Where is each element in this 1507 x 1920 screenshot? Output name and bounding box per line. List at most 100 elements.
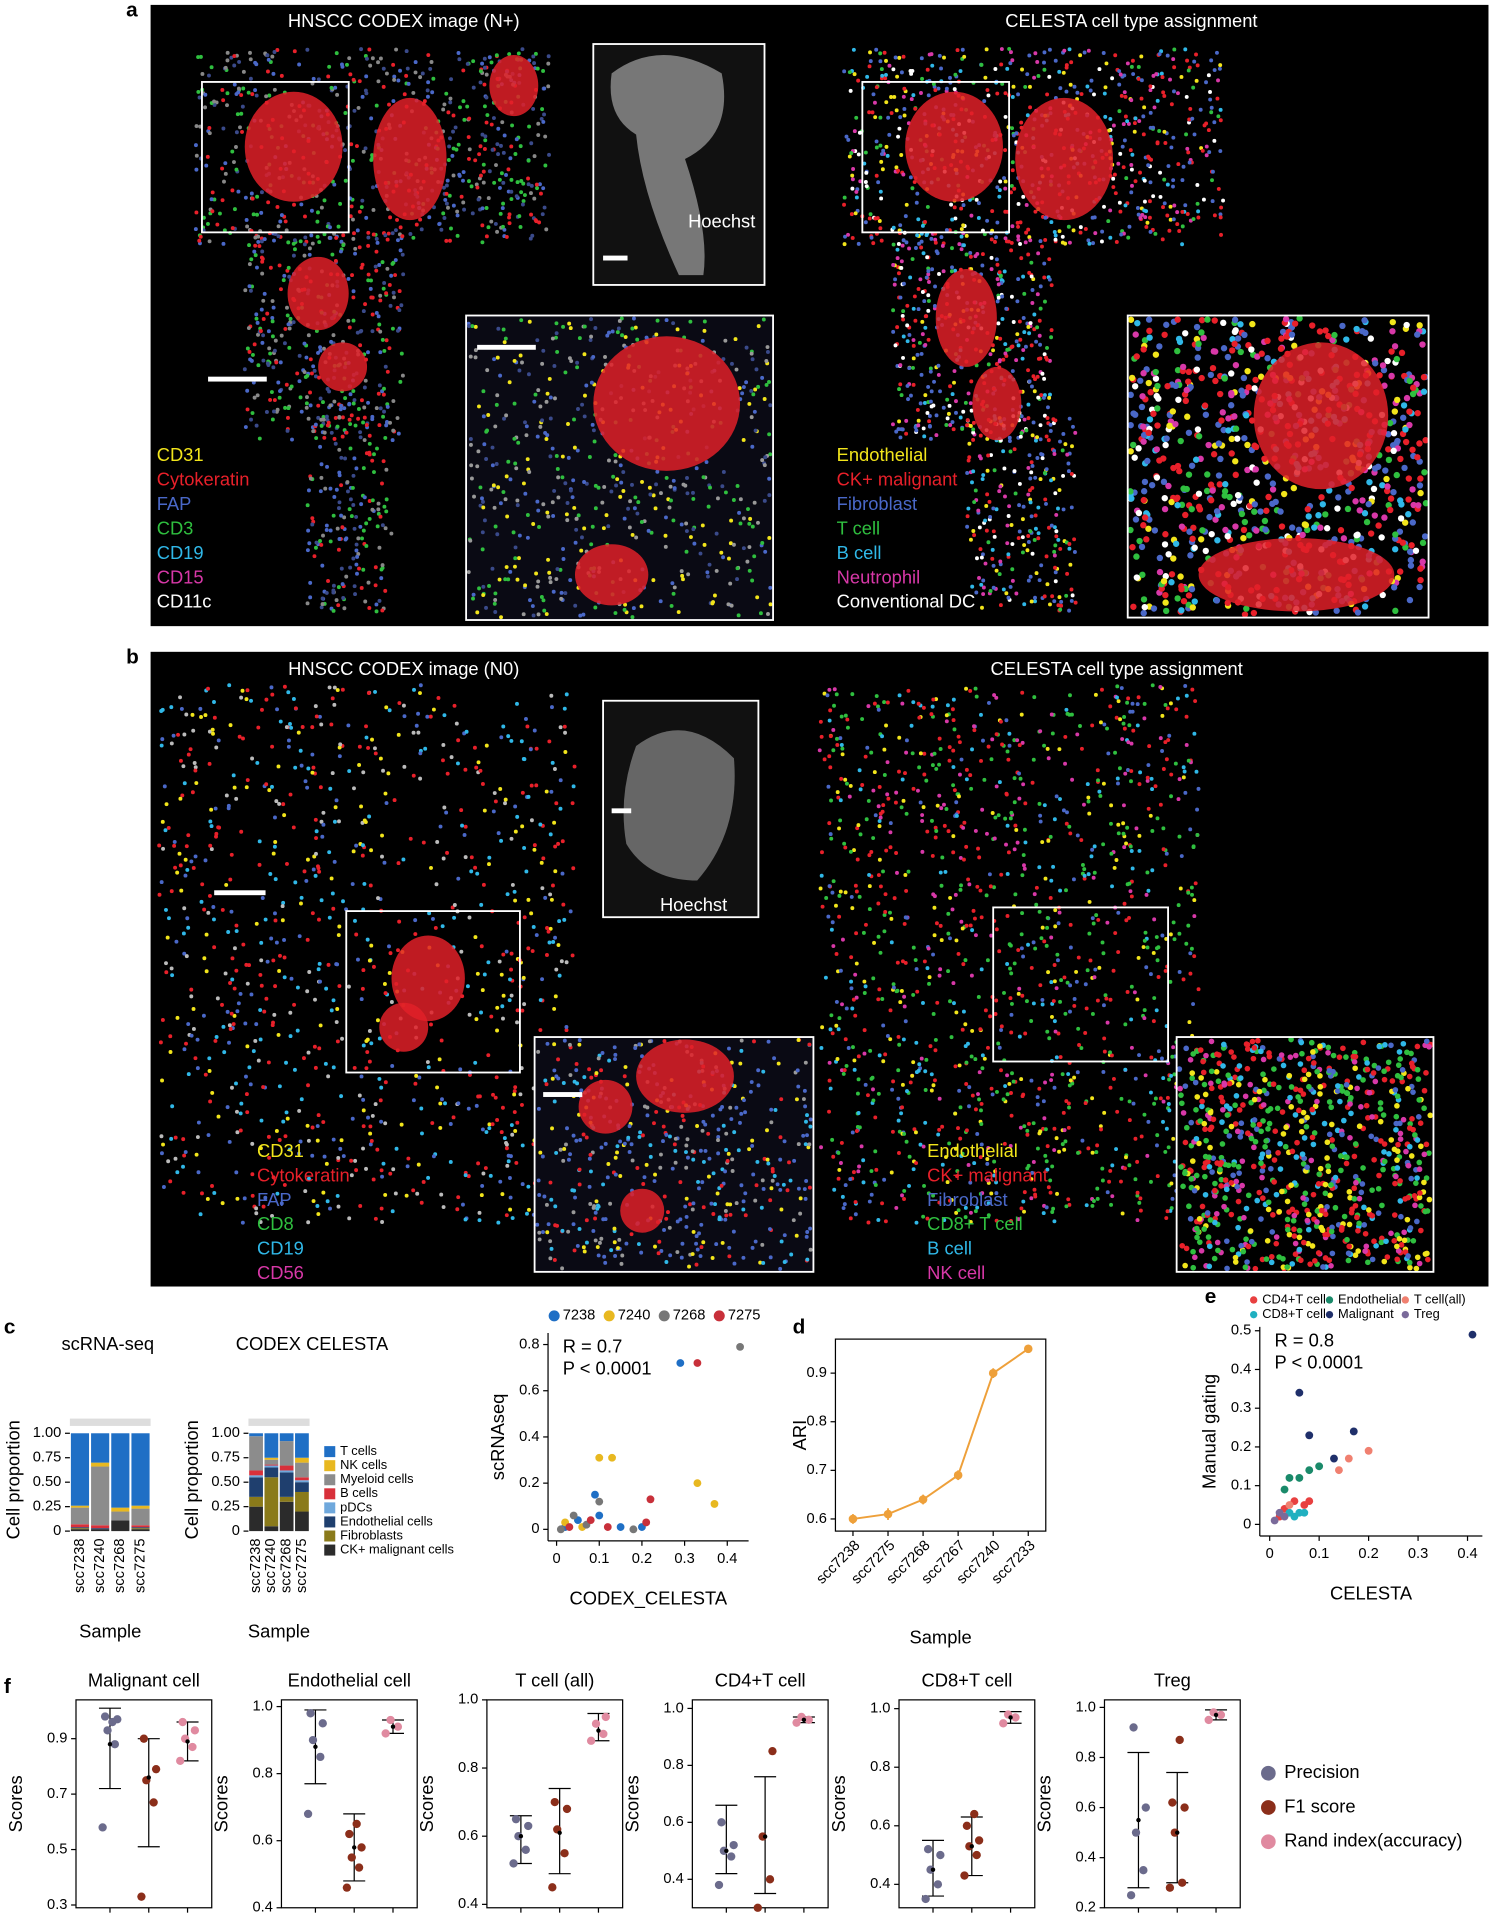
- tissue-dot: [445, 851, 449, 855]
- tissue-dot: [1248, 346, 1254, 352]
- tissue-dot: [897, 56, 901, 60]
- tissue-dot: [335, 51, 339, 55]
- tissue-dot: [493, 591, 497, 595]
- tissue-dot: [897, 387, 901, 391]
- tissue-dot: [400, 352, 404, 356]
- tissue-dot: [1177, 229, 1181, 233]
- tissue-dot: [342, 606, 346, 610]
- tissue-dot: [206, 1197, 210, 1201]
- tissue-dot: [979, 583, 983, 587]
- tissue-dot: [582, 526, 586, 530]
- tissue-dot: [276, 408, 280, 412]
- tissue-dot: [375, 250, 379, 254]
- tissue-dot: [754, 429, 758, 433]
- tissue-dot: [930, 52, 934, 56]
- tissue-dot: [288, 327, 292, 331]
- tissue-dot: [286, 1117, 290, 1121]
- tissue-dot: [500, 973, 504, 977]
- tissue-dot: [1123, 138, 1127, 142]
- tissue-dot: [1074, 601, 1078, 605]
- tissue-dot: [1133, 331, 1139, 337]
- tissue-dot: [630, 483, 634, 487]
- tissue-dot: [325, 415, 329, 419]
- tissue-dot: [1208, 90, 1212, 94]
- tissue-dot: [255, 195, 259, 199]
- tissue-dot: [907, 246, 911, 250]
- tissue-dot: [510, 837, 514, 841]
- tissue-dot: [185, 844, 189, 848]
- tissue-dot: [1421, 374, 1427, 380]
- tissue-dot: [1384, 483, 1390, 489]
- tissue-dot: [1010, 224, 1014, 228]
- tissue-dot: [676, 327, 680, 331]
- tissue-dot: [245, 785, 249, 789]
- tissue-dot: [929, 400, 933, 404]
- tissue-dot: [1105, 61, 1109, 65]
- tissue-dot: [1045, 92, 1049, 96]
- tissue-dot: [670, 581, 674, 585]
- tissue-dot: [1069, 83, 1073, 87]
- tissue-dot: [546, 558, 550, 562]
- tissue-dot: [253, 61, 257, 65]
- tissue-dot: [736, 566, 740, 570]
- tissue-dot: [1169, 571, 1175, 577]
- tissue-dot: [980, 63, 984, 67]
- tissue-dot: [747, 545, 751, 549]
- tissue-dot: [333, 860, 337, 864]
- tissue-dot: [1035, 325, 1039, 329]
- tissue-dot: [1410, 385, 1416, 391]
- tissue-dot: [245, 1110, 249, 1114]
- tissue-dot: [1070, 599, 1074, 603]
- tissue-dot: [1118, 152, 1122, 156]
- tissue-dot: [843, 196, 847, 200]
- tissue-dot: [520, 1009, 524, 1013]
- tissue-dot: [545, 612, 549, 616]
- tissue-dot: [1133, 516, 1139, 522]
- tissue-dot: [380, 834, 384, 838]
- tissue-dot: [442, 806, 446, 810]
- tissue-dot: [444, 811, 448, 815]
- tissue-dot: [1178, 438, 1184, 444]
- tissue-dot: [246, 407, 250, 411]
- tissue-dot: [1317, 328, 1323, 334]
- tissue-dot: [581, 613, 585, 617]
- tissue-dot: [328, 404, 332, 408]
- tissue-dot: [699, 552, 703, 556]
- tissue-dot: [320, 462, 324, 466]
- tissue-dot: [1043, 471, 1047, 475]
- tissue-dot: [181, 1137, 185, 1141]
- tissue-dot: [378, 299, 382, 303]
- tissue-dot: [261, 896, 265, 900]
- tissue-dot: [891, 67, 895, 71]
- tissue-dot: [381, 563, 385, 567]
- tissue-dot: [981, 579, 985, 583]
- tissue-dot: [1053, 566, 1057, 570]
- tissue-dot: [846, 138, 850, 142]
- tissue-dot: [1180, 364, 1186, 370]
- tissue-dot: [388, 346, 392, 350]
- tissue-dot: [902, 95, 906, 99]
- tissue-dot: [1102, 205, 1106, 209]
- tissue-dot: [1124, 115, 1128, 119]
- tissue-dot: [934, 241, 938, 245]
- tissue-dot: [1243, 412, 1249, 418]
- tissue-dot: [498, 178, 502, 182]
- tissue-dot: [1089, 89, 1093, 93]
- tissue-dot: [554, 577, 558, 581]
- tissue-dot: [461, 68, 465, 72]
- tissue-dot: [306, 767, 310, 771]
- tissue-dot: [1004, 115, 1008, 119]
- tissue-dot: [951, 392, 955, 396]
- tissue-dot: [1222, 527, 1228, 533]
- tissue-dot: [1210, 487, 1216, 493]
- tissue-dot: [508, 570, 512, 574]
- tissue-dot: [509, 178, 513, 182]
- tissue-dot: [979, 547, 983, 551]
- tissue-dot: [212, 99, 216, 103]
- tissue-dot: [1208, 497, 1214, 503]
- tissue-dot: [323, 487, 327, 491]
- tissue-dot: [1054, 59, 1058, 63]
- tissue-dot: [1225, 354, 1231, 360]
- tissue-dot: [972, 500, 976, 504]
- tissue-dot: [1128, 317, 1134, 323]
